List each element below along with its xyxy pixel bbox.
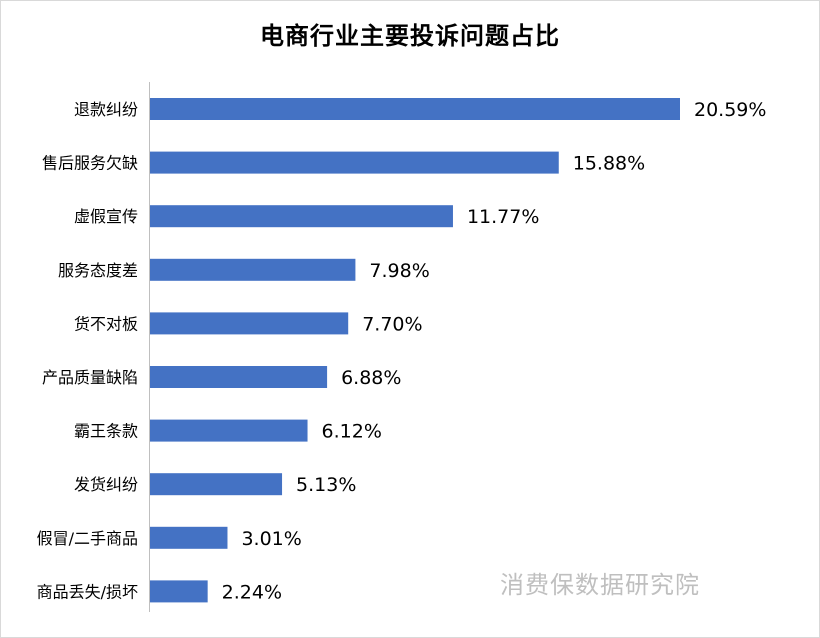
category-label: 退款纠纷 <box>74 100 138 119</box>
bar <box>150 205 453 228</box>
bar <box>150 312 349 335</box>
value-label: 5.13% <box>296 474 356 496</box>
watermark-text: 消费保数据研究院 <box>500 571 700 599</box>
bar <box>150 98 680 120</box>
bar <box>150 526 228 549</box>
category-label: 霸王条款 <box>74 422 138 441</box>
value-label: 6.12% <box>322 421 382 443</box>
category-label: 服务态度差 <box>58 261 138 280</box>
value-label: 15.88% <box>573 153 645 175</box>
bar <box>150 151 559 174</box>
category-label: 虚假宣传 <box>74 207 138 226</box>
value-label: 2.24% <box>222 581 282 603</box>
bar <box>150 258 356 281</box>
bar <box>150 580 208 603</box>
value-label: 7.70% <box>362 313 422 335</box>
category-label: 假冒/二手商品 <box>37 529 138 548</box>
value-label: 20.59% <box>694 99 766 121</box>
bar <box>150 366 328 388</box>
value-label: 6.88% <box>341 367 401 389</box>
category-label: 发货纠纷 <box>74 475 138 494</box>
category-label: 产品质量缺陷 <box>42 368 138 387</box>
value-label: 11.77% <box>467 206 539 228</box>
chart-title: 电商行业主要投诉问题占比 <box>260 22 560 50</box>
bar <box>150 473 283 496</box>
value-label: 7.98% <box>369 260 429 282</box>
category-label: 货不对板 <box>74 314 138 333</box>
value-label: 3.01% <box>241 528 301 550</box>
bar <box>150 419 308 442</box>
category-label: 售后服务欠缺 <box>42 154 138 173</box>
category-label: 商品丢失/损坏 <box>37 582 138 601</box>
